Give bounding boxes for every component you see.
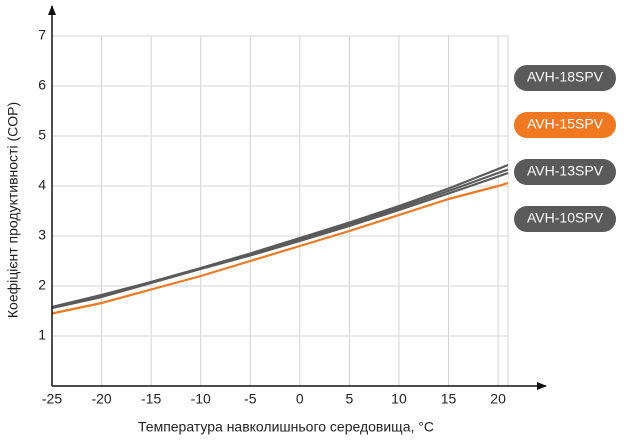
x-tick-label: 20 bbox=[490, 391, 506, 407]
x-tick-label: -25 bbox=[42, 391, 62, 407]
y-tick-label: 3 bbox=[38, 227, 46, 243]
legend-label: AVH-18SPV bbox=[527, 69, 604, 85]
y-tick-label: 5 bbox=[38, 127, 46, 143]
y-tick-label: 7 bbox=[38, 27, 46, 43]
y-tick-label: 1 bbox=[38, 327, 46, 343]
legend-label: AVH-15SPV bbox=[527, 116, 604, 132]
legend-label: AVH-13SPV bbox=[527, 163, 604, 179]
x-tick-label: -10 bbox=[191, 391, 211, 407]
y-axis-label: Коефіцієнт продуктивності (COP) bbox=[5, 102, 21, 318]
y-tick-label: 6 bbox=[38, 77, 46, 93]
x-tick-label: -5 bbox=[244, 391, 257, 407]
legend-pill bbox=[514, 65, 616, 91]
series-line bbox=[51, 168, 509, 309]
legend-pill bbox=[514, 159, 616, 185]
y-tick-label: 4 bbox=[38, 177, 46, 193]
series-line bbox=[51, 181, 509, 315]
series-line bbox=[51, 171, 509, 310]
x-tick-label: 0 bbox=[296, 391, 304, 407]
x-tick-label: -20 bbox=[91, 391, 111, 407]
legend-pill bbox=[514, 206, 616, 232]
x-tick-label: -15 bbox=[141, 391, 161, 407]
legend-label: AVH-10SPV bbox=[527, 210, 604, 226]
x-tick-label: 10 bbox=[391, 391, 407, 407]
y-tick-label: 2 bbox=[38, 277, 46, 293]
x-tick-label: 15 bbox=[441, 391, 457, 407]
x-axis-label: Температура навколишнього середовища, °C bbox=[138, 419, 434, 435]
lines bbox=[51, 163, 509, 315]
x-tick-label: 5 bbox=[345, 391, 353, 407]
legend-pill bbox=[514, 112, 616, 138]
grid bbox=[51, 35, 509, 386]
